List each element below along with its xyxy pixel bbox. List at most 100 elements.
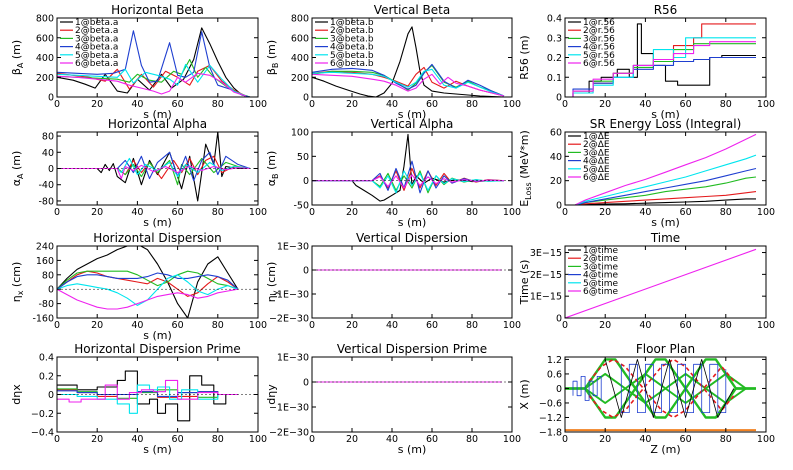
- legend-entry: 3@beta.a: [75, 34, 118, 44]
- chart-title: Horizontal Dispersion: [93, 231, 221, 245]
- x-tick-label: 20: [91, 320, 103, 331]
- y-tick-label: 0: [303, 378, 309, 389]
- plot-frame: [564, 245, 767, 319]
- legend-entry: 1@beta.b: [330, 18, 374, 28]
- chart-title: Horizontal Beta: [111, 3, 204, 17]
- ylabel-base: β: [265, 68, 278, 75]
- ylabel-base: η: [265, 295, 278, 302]
- x-tick-label: 100: [757, 434, 775, 445]
- y-tick-label: 0: [48, 390, 54, 401]
- chart-title: R56: [654, 3, 678, 17]
- x-axis-label: s (m): [651, 108, 680, 121]
- ylabel-rest: (m): [265, 40, 278, 63]
- x-tick-label: 100: [503, 320, 521, 331]
- x-tick-label: 60: [426, 207, 438, 218]
- series-line-6: [57, 288, 238, 310]
- ylabel-subscript: A: [16, 62, 25, 68]
- y-tick-label: 800: [36, 14, 54, 25]
- x-tick-label: 40: [131, 99, 143, 110]
- y-tick-label: 0: [303, 176, 309, 187]
- chart-panel-r56: R56 0 20 40 60 80 100 0 0.1 0.2 0.3 0.4 s (m) R56 (m)…: [518, 3, 775, 121]
- legend-entry: 6@r.56: [583, 59, 615, 69]
- series-line-1: [57, 246, 239, 318]
- ylabel-base: α: [265, 179, 278, 186]
- y-axis-label: ELoss (MeV*m): [518, 130, 533, 207]
- series-line-2: [57, 155, 251, 180]
- chart-title: Vertical Beta: [374, 3, 450, 17]
- y-tick-label: −2E−30: [269, 314, 309, 325]
- y-tick-label: 800: [291, 14, 309, 25]
- y-tick-label: 0: [556, 384, 562, 395]
- legend-entry: 2@ΔE: [583, 140, 610, 150]
- y-tick-label: 400: [36, 53, 54, 64]
- y-tick-label: 3E−15: [530, 248, 562, 259]
- chart-panel-vdisp: Vertical Dispersion 0 20 40 60 80 100 −2E−30 −1E…: [265, 231, 521, 331]
- chart-panel-hdisp: Horizontal Dispersion 0 20 40 60 80 100 -160 -80…: [10, 231, 267, 342]
- x-tick-label: 0: [54, 207, 60, 218]
- y-axis-label: αB (m): [265, 151, 280, 187]
- series-line-6: [565, 41, 756, 97]
- y-tick-label: -80: [38, 299, 54, 310]
- legend-entry: 1@time: [583, 246, 619, 256]
- chart-title: Vertical Dispersion Prime: [337, 342, 487, 356]
- y-tick-label: 0: [48, 93, 54, 104]
- series-line-4: [565, 167, 757, 205]
- x-tick-label: 0: [309, 434, 315, 445]
- y-tick-label: 50: [297, 152, 309, 163]
- y-tick-label: -40: [38, 180, 54, 191]
- chart-title: Horizontal Dispersion Prime: [74, 342, 241, 356]
- x-tick-label: 20: [599, 99, 611, 110]
- ylabel-rest: (cm): [10, 262, 23, 291]
- series-group: [57, 27, 251, 97]
- chart-title: Time: [650, 231, 680, 245]
- series-line-1: [57, 370, 238, 422]
- series-line-3: [57, 157, 251, 186]
- x-tick-label: 20: [346, 207, 358, 218]
- x-tick-label: 60: [680, 320, 692, 331]
- y-tick-label: −0.6: [539, 398, 562, 409]
- x-tick-label: 0: [309, 99, 315, 110]
- legend-entry: 4@beta.b: [330, 43, 374, 53]
- y-tick-label: 1E−30: [277, 242, 309, 253]
- x-tick-label: 60: [680, 99, 692, 110]
- legend-entry: 1@ΔE: [583, 132, 610, 142]
- x-tick-label: 100: [757, 99, 775, 110]
- series-line-3: [57, 388, 238, 399]
- y-tick-label: 1E−15: [530, 292, 562, 303]
- legend-entry: 1@r.56: [583, 18, 615, 28]
- y-tick-label: 0: [556, 201, 562, 212]
- y-tick-label: 400: [291, 53, 309, 64]
- y-axis-label: βA (m): [10, 40, 25, 75]
- x-tick-label: 0: [309, 207, 315, 218]
- legend-entry: 6@time: [583, 287, 619, 297]
- x-tick-label: 40: [386, 207, 398, 218]
- y-tick-label: −0.4: [31, 428, 54, 439]
- x-tick-label: 0: [54, 434, 60, 445]
- x-tick-label: 0: [562, 99, 568, 110]
- series-line-1: [57, 27, 251, 97]
- y-tick-label: 100: [291, 128, 309, 139]
- series-line-4: [312, 160, 505, 194]
- x-tick-label: 60: [680, 434, 692, 445]
- x-tick-label: 20: [346, 434, 358, 445]
- x-tick-label: 40: [131, 207, 143, 218]
- legend-entry: 5@time: [583, 279, 619, 289]
- series-group: [565, 133, 757, 205]
- legend-entry: 5@ΔE: [583, 165, 610, 175]
- series-line-4: [312, 63, 505, 97]
- ylabel-rest: (cm): [265, 262, 278, 291]
- series-line-4: [565, 372, 756, 404]
- x-tick-label: 0: [562, 434, 568, 445]
- x-tick-label: 80: [466, 99, 478, 110]
- x-tick-label: 60: [172, 207, 184, 218]
- series-line-5: [312, 68, 505, 97]
- x-tick-label: 40: [386, 320, 398, 331]
- y-tick-label: 0.4: [39, 353, 54, 364]
- x-tick-label: 80: [466, 207, 478, 218]
- legend-entry: 5@beta.b: [330, 51, 374, 61]
- x-tick-label: 20: [91, 207, 103, 218]
- y-axis-label: Time (s): [518, 260, 531, 306]
- y-tick-label: 0.6: [547, 369, 562, 380]
- series-line-1: [312, 133, 504, 202]
- y-tick-label: 0.3: [547, 33, 562, 44]
